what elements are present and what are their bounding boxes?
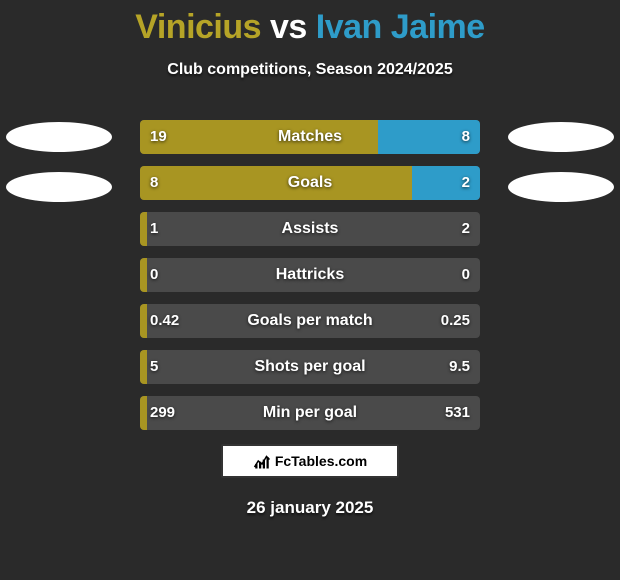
avatar-placeholder <box>508 172 614 202</box>
subtitle: Club competitions, Season 2024/2025 <box>0 61 620 79</box>
stat-label: Assists <box>140 212 480 246</box>
stat-row: 299531Min per goal <box>140 396 480 430</box>
stat-row: 12Assists <box>140 212 480 246</box>
stat-label: Goals per match <box>140 304 480 338</box>
avatar-placeholder <box>6 172 112 202</box>
avatar-placeholder <box>6 122 112 152</box>
page-title: Vinicius vs Ivan Jaime <box>0 0 620 47</box>
stat-label: Goals <box>140 166 480 200</box>
stat-row: 00Hattricks <box>140 258 480 292</box>
vs-text: vs <box>270 8 307 46</box>
stat-row: 82Goals <box>140 166 480 200</box>
chart-icon <box>253 452 271 470</box>
stat-label: Matches <box>140 120 480 154</box>
stats-panel: 198Matches 82Goals 12Assists 00Hattricks 0.4… <box>140 120 480 442</box>
player2-name: Ivan Jaime <box>316 8 485 46</box>
stat-label: Shots per goal <box>140 350 480 384</box>
stat-row: 59.5Shots per goal <box>140 350 480 384</box>
stat-row: 198Matches <box>140 120 480 154</box>
player1-name: Vinicius <box>135 8 261 46</box>
stat-row: 0.420.25Goals per match <box>140 304 480 338</box>
stat-label: Hattricks <box>140 258 480 292</box>
source-logo: FcTables.com <box>221 444 399 478</box>
date-text: 26 january 2025 <box>0 498 620 518</box>
stat-label: Min per goal <box>140 396 480 430</box>
source-text: FcTables.com <box>275 453 367 469</box>
avatar-placeholder <box>508 122 614 152</box>
